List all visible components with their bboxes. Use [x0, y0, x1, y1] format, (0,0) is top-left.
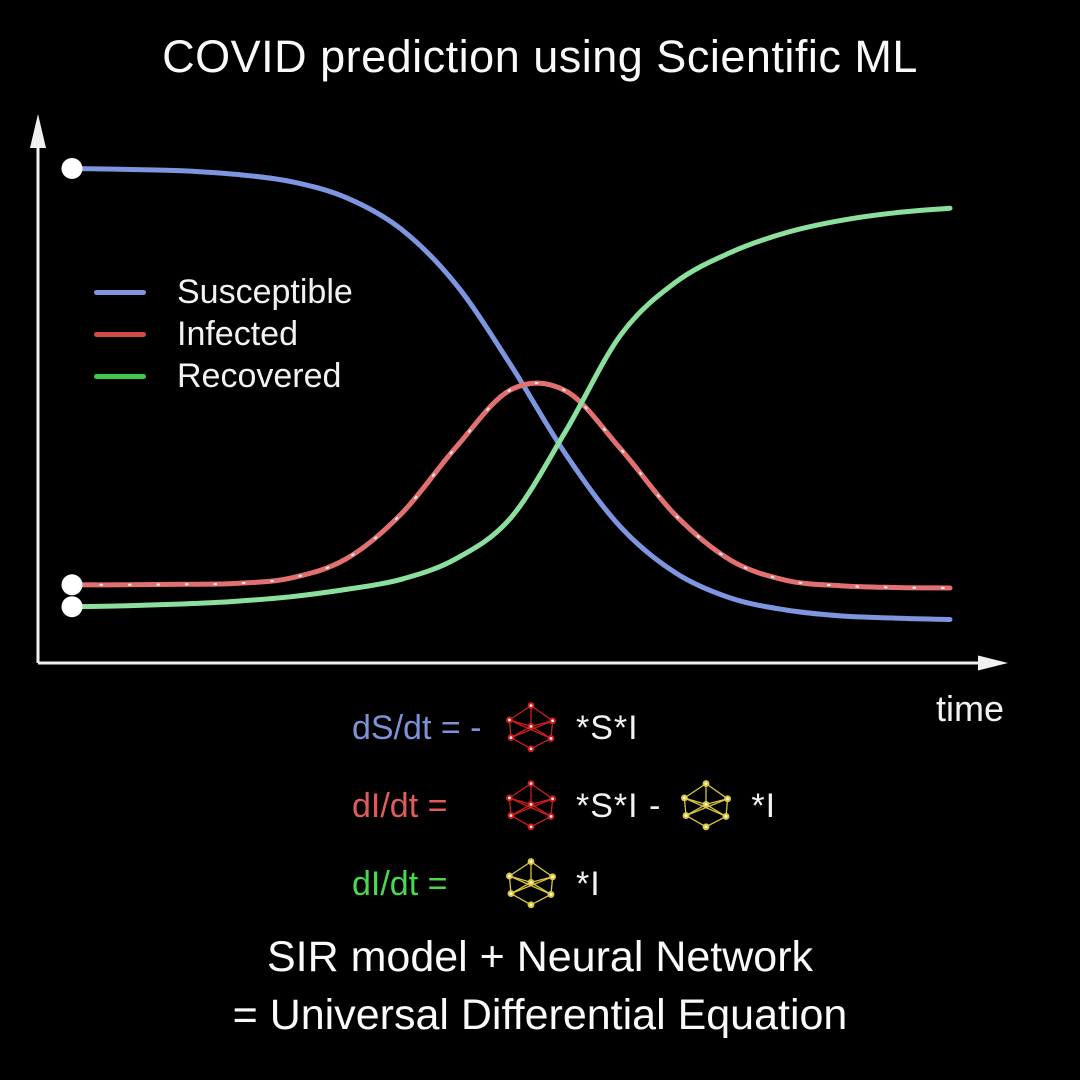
footer-line-1: SIR model + Neural Network — [266, 933, 814, 981]
initial-condition-dot-recovered — [61, 596, 83, 618]
neural-network-icon-yellow — [505, 858, 557, 909]
equation-3-term: *I — [576, 864, 601, 903]
footer-caption: SIR model + Neural Network = Universal D… — [0, 928, 1080, 1044]
legend-swatch-infected — [94, 331, 146, 337]
x-axis-label: time — [935, 688, 1004, 729]
legend-label-susceptible: Susceptible — [177, 273, 353, 311]
equation-2-term: *I — [751, 786, 777, 825]
axes — [30, 114, 1008, 671]
equation-3-lhs: dI/dt = — [352, 864, 448, 903]
curve-infected — [69, 380, 953, 591]
neural-network-icon-red — [505, 780, 557, 831]
equation-1-term: *S*I — [576, 708, 639, 747]
legend-item-susceptible: Susceptible — [94, 271, 353, 313]
neural-network-icon-yellow — [681, 780, 732, 831]
initial-condition-dot-infected — [61, 574, 83, 596]
page-title: COVID prediction using Scientific ML — [162, 31, 918, 82]
legend-swatch-susceptible — [94, 289, 146, 295]
legend-swatch-recovered — [94, 373, 146, 379]
equation-2: dI/dt = *S*I - *I — [352, 774, 785, 838]
curve-susceptible — [69, 166, 953, 622]
chart-legend: Susceptible Infected Recovered — [94, 271, 353, 397]
ude-equations-block: dS/dt = - *S*I dI/dt = *S*I - *I dI/dt = *I — [352, 696, 785, 930]
equation-1-lhs: dS/dt = - — [352, 708, 482, 747]
curve-recovered — [69, 205, 953, 610]
legend-label-infected: Infected — [177, 315, 298, 353]
equation-2-term: *S*I - — [576, 786, 662, 825]
equation-3: dI/dt = *I — [352, 852, 785, 916]
equation-2-lhs: dI/dt = — [352, 786, 448, 825]
footer-line-2: = Universal Differential Equation — [232, 991, 848, 1039]
y-axis-arrowhead — [30, 114, 46, 148]
equation-1: dS/dt = - *S*I — [352, 696, 785, 760]
legend-label-recovered: Recovered — [177, 357, 342, 395]
legend-item-recovered: Recovered — [94, 355, 353, 397]
legend-item-infected: Infected — [94, 313, 353, 355]
data-dots-infected — [70, 382, 952, 590]
initial-condition-dot-susceptible — [61, 157, 83, 179]
x-axis-arrowhead — [978, 655, 1008, 671]
neural-network-icon-red — [505, 702, 557, 753]
